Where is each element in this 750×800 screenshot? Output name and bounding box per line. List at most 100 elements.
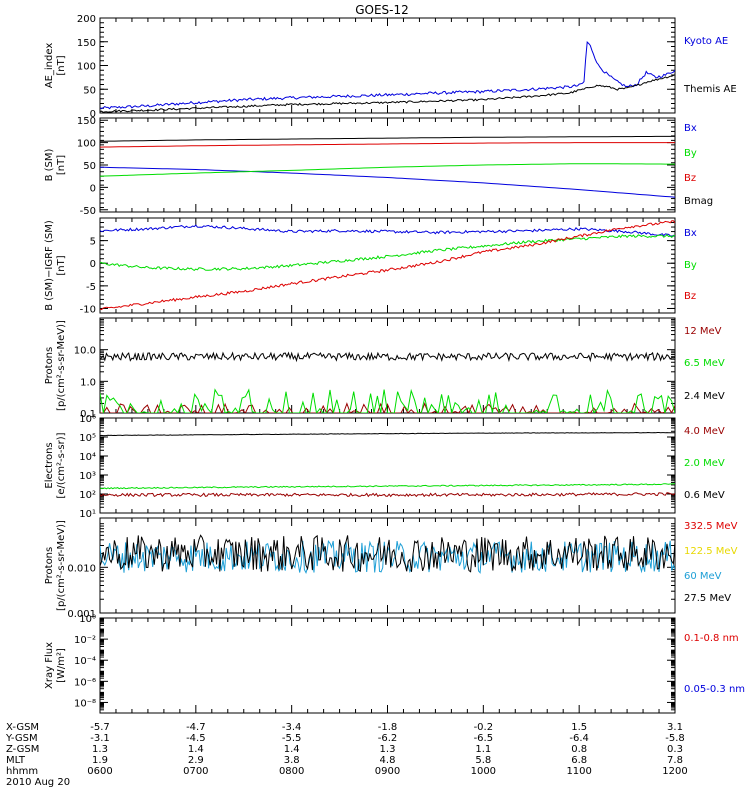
x-row-label: X-GSM <box>6 722 39 733</box>
legend-label: Bx <box>684 228 697 239</box>
legend-label: 0.1-0.8 nm <box>684 633 739 644</box>
x-row-value: 0600 <box>87 766 112 777</box>
legend-label: 0.05-0.3 nm <box>684 684 745 695</box>
x-row-value: -5.8 <box>665 733 685 744</box>
y-tick-label: 10² <box>79 490 96 501</box>
y-axis-unit-label: [p/(cm²-s-sr-MeV)] <box>56 520 67 611</box>
legend-label: 2.4 MeV <box>684 391 725 402</box>
y-axis-unit-label: [p/(cm²-s-sr-MeV)] <box>56 320 67 411</box>
x-row-value: 1.5 <box>571 722 587 733</box>
series-line <box>100 234 675 272</box>
y-tick-label: 0 <box>90 259 96 270</box>
panel-bsm: -50 0 50 100 150 B (SM) [nT] Bx By Bz Bmag <box>44 116 713 217</box>
legend-label: 60 MeV <box>684 571 722 582</box>
series-line <box>100 142 675 148</box>
y-axis-unit-label: [nT] <box>56 55 67 75</box>
x-row-value: -5.7 <box>90 722 110 733</box>
x-row-value: -0.2 <box>474 722 494 733</box>
panel-bdiff: -10 -5 0 5 B (SM)−IGRF (SM) [nT] Bx By Bz <box>44 217 697 315</box>
x-row-value: -4.7 <box>186 722 206 733</box>
x-row-value: 1.4 <box>284 744 300 755</box>
x-row-value: -6.4 <box>569 733 589 744</box>
x-row-value: -6.5 <box>474 733 494 744</box>
x-row-value: 0800 <box>279 766 304 777</box>
x-row-value: 0.8 <box>571 744 587 755</box>
series-line <box>100 41 675 110</box>
series-line <box>100 483 675 490</box>
y-tick-label: 10⁻⁴ <box>74 656 96 667</box>
y-axis-label: B (SM) <box>44 148 55 181</box>
y-axis-unit-label: [nT] <box>56 155 67 175</box>
legend-label: 12 MeV <box>684 326 722 337</box>
x-row-value: 0.3 <box>667 744 683 755</box>
date-label: 2010 Aug 20 <box>6 777 70 788</box>
x-row-value: 1100 <box>566 766 591 777</box>
y-tick-label: 0 <box>90 109 96 120</box>
panel-frame <box>99 517 676 614</box>
legend-label: 122.5 MeV <box>684 546 738 557</box>
panel-frame <box>99 317 676 414</box>
series-line <box>100 224 675 237</box>
y-axis-label: Electrons <box>44 442 55 488</box>
legend-label: 4.0 MeV <box>684 426 725 437</box>
x-row-value: 1.4 <box>188 744 204 755</box>
y-axis-label: B (SM)−IGRF (SM) <box>44 220 55 311</box>
x-row-value: 1.3 <box>92 744 108 755</box>
y-axis-label: Protons <box>44 347 55 384</box>
y-tick-label: 10⁰ <box>79 614 96 625</box>
x-row-label: Z-GSM <box>6 744 39 755</box>
y-axis-label: Xray Flux <box>44 642 55 689</box>
y-tick-label: 5 <box>90 237 96 248</box>
x-row-value: -5.5 <box>282 733 302 744</box>
legend-label: By <box>684 148 697 159</box>
y-tick-label: 10⁻² <box>74 635 96 646</box>
x-row-value: 1200 <box>662 766 687 777</box>
y-tick-label: 200 <box>77 14 96 25</box>
x-row-value: 2.9 <box>188 755 204 766</box>
plot-title: GOES-12 <box>355 3 409 17</box>
panel-ae: 0 50 100 150 200 AE_index [nT] Kyoto AE Themis A… <box>44 14 737 120</box>
series-line <box>100 388 675 413</box>
legend-label: Themis AE <box>683 84 737 95</box>
y-axis-label: Protons <box>44 547 55 584</box>
series-line <box>100 74 675 113</box>
x-row-value: 0900 <box>375 766 400 777</box>
y-tick-label: 10³ <box>79 471 96 482</box>
x-row-value: 0700 <box>183 766 208 777</box>
panel-frame <box>99 417 676 514</box>
x-row-value: 1.1 <box>475 744 491 755</box>
legend-label: 332.5 MeV <box>684 521 738 532</box>
series-line <box>100 166 675 198</box>
y-tick-label: 10¹ <box>79 509 96 520</box>
series-line <box>100 351 675 363</box>
y-tick-label: 10⁻⁶ <box>74 677 96 688</box>
x-row-label: hhmm <box>6 766 38 777</box>
series-line <box>100 163 675 177</box>
panel-protons_high: 0.001 0.010 Protons [p/(cm²-s-sr-MeV)] 332.5… <box>44 517 738 620</box>
panel-frame <box>99 17 676 114</box>
y-tick-label: -50 <box>80 206 96 217</box>
x-row-value: 1.3 <box>380 744 396 755</box>
y-tick-label: 1.0 <box>80 377 96 388</box>
legend-label: Kyoto AE <box>684 36 728 47</box>
y-tick-label: 10.0 <box>74 346 96 357</box>
x-row-label: Y-GSM <box>5 733 38 744</box>
x-row-value: 6.8 <box>571 755 587 766</box>
y-axis-label: AE_index <box>44 43 55 89</box>
y-tick-label: 50 <box>83 161 96 172</box>
y-tick-label: 150 <box>77 116 96 127</box>
x-row-value: 1000 <box>471 766 496 777</box>
legend-label: 2.0 MeV <box>684 458 725 469</box>
x-row-value: -3.1 <box>90 733 110 744</box>
x-row-value: 4.8 <box>380 755 396 766</box>
y-tick-label: 0.001 <box>67 609 96 620</box>
y-axis-unit-label: [nT] <box>56 255 67 275</box>
x-row-value: 5.8 <box>475 755 491 766</box>
legend-label: Bmag <box>684 196 713 207</box>
x-row-value: -1.8 <box>378 722 398 733</box>
series-line <box>100 492 675 498</box>
legend-label: 0.6 MeV <box>684 490 725 501</box>
y-tick-label: 0.010 <box>67 563 96 574</box>
